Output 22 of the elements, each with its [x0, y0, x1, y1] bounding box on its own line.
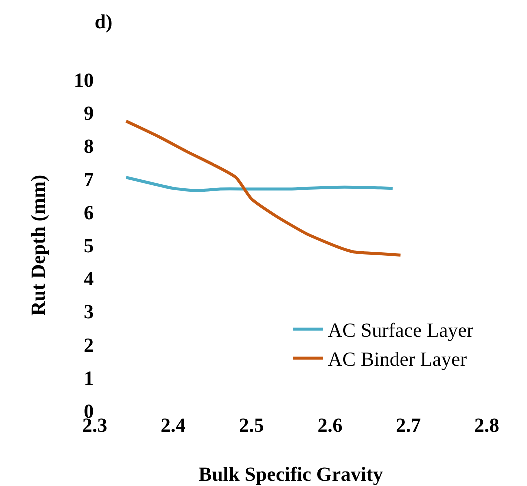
x-tick-label: 2.7	[396, 415, 422, 437]
legend-label: AC Binder Layer	[328, 349, 468, 372]
y-tick-label: 2	[84, 334, 94, 357]
y-tick-label: 4	[84, 268, 94, 291]
y-tick-label: 8	[84, 136, 94, 158]
x-tick-label: 2.4	[160, 415, 186, 437]
y-tick-label: 9	[84, 103, 94, 126]
y-tick-label: 10	[74, 70, 94, 92]
y-tick-label: 3	[84, 302, 94, 324]
x-axis-title: Bulk Specific Gravity	[198, 464, 384, 486]
x-tick-label: 2.8	[474, 415, 500, 437]
chart-title: d)	[94, 12, 113, 34]
x-tick-label: 2.6	[318, 415, 343, 437]
line-series	[124, 120, 402, 257]
y-tick-label: 5	[84, 236, 94, 258]
x-tick-label: 2.5	[239, 415, 264, 437]
line-series	[124, 176, 394, 192]
y-tick-label: 6	[84, 202, 94, 224]
y-tick-label: 7	[84, 169, 94, 192]
y-tick-label: 1	[84, 368, 94, 390]
y-axis-title: Rut Depth (mm)	[28, 174, 50, 316]
legend-label: AC Surface Layer	[328, 320, 474, 342]
